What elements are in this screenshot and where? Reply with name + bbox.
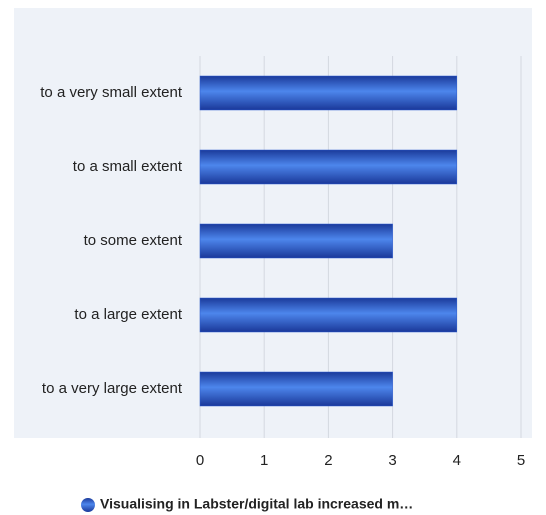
bar [199, 223, 393, 259]
x-tick-label: 0 [196, 452, 204, 469]
x-tick-label: 5 [517, 452, 525, 469]
y-tick-label: to some extent [83, 232, 182, 249]
x-tick-label: 3 [388, 452, 396, 469]
y-tick-label: to a large extent [74, 306, 182, 323]
y-tick-label: to a very small extent [40, 84, 182, 101]
legend-marker [81, 498, 95, 512]
legend-label: Visualising in Labster/digital lab incre… [100, 496, 413, 512]
y-tick-label: to a small extent [72, 158, 182, 175]
bar [199, 75, 458, 111]
bar [199, 371, 393, 407]
x-tick-label: 1 [260, 452, 268, 469]
bar [199, 149, 458, 185]
x-tick-label: 2 [324, 452, 332, 469]
x-tick-label: 4 [453, 452, 461, 469]
y-tick-label: to a very large extent [41, 380, 182, 397]
bar [199, 297, 458, 333]
